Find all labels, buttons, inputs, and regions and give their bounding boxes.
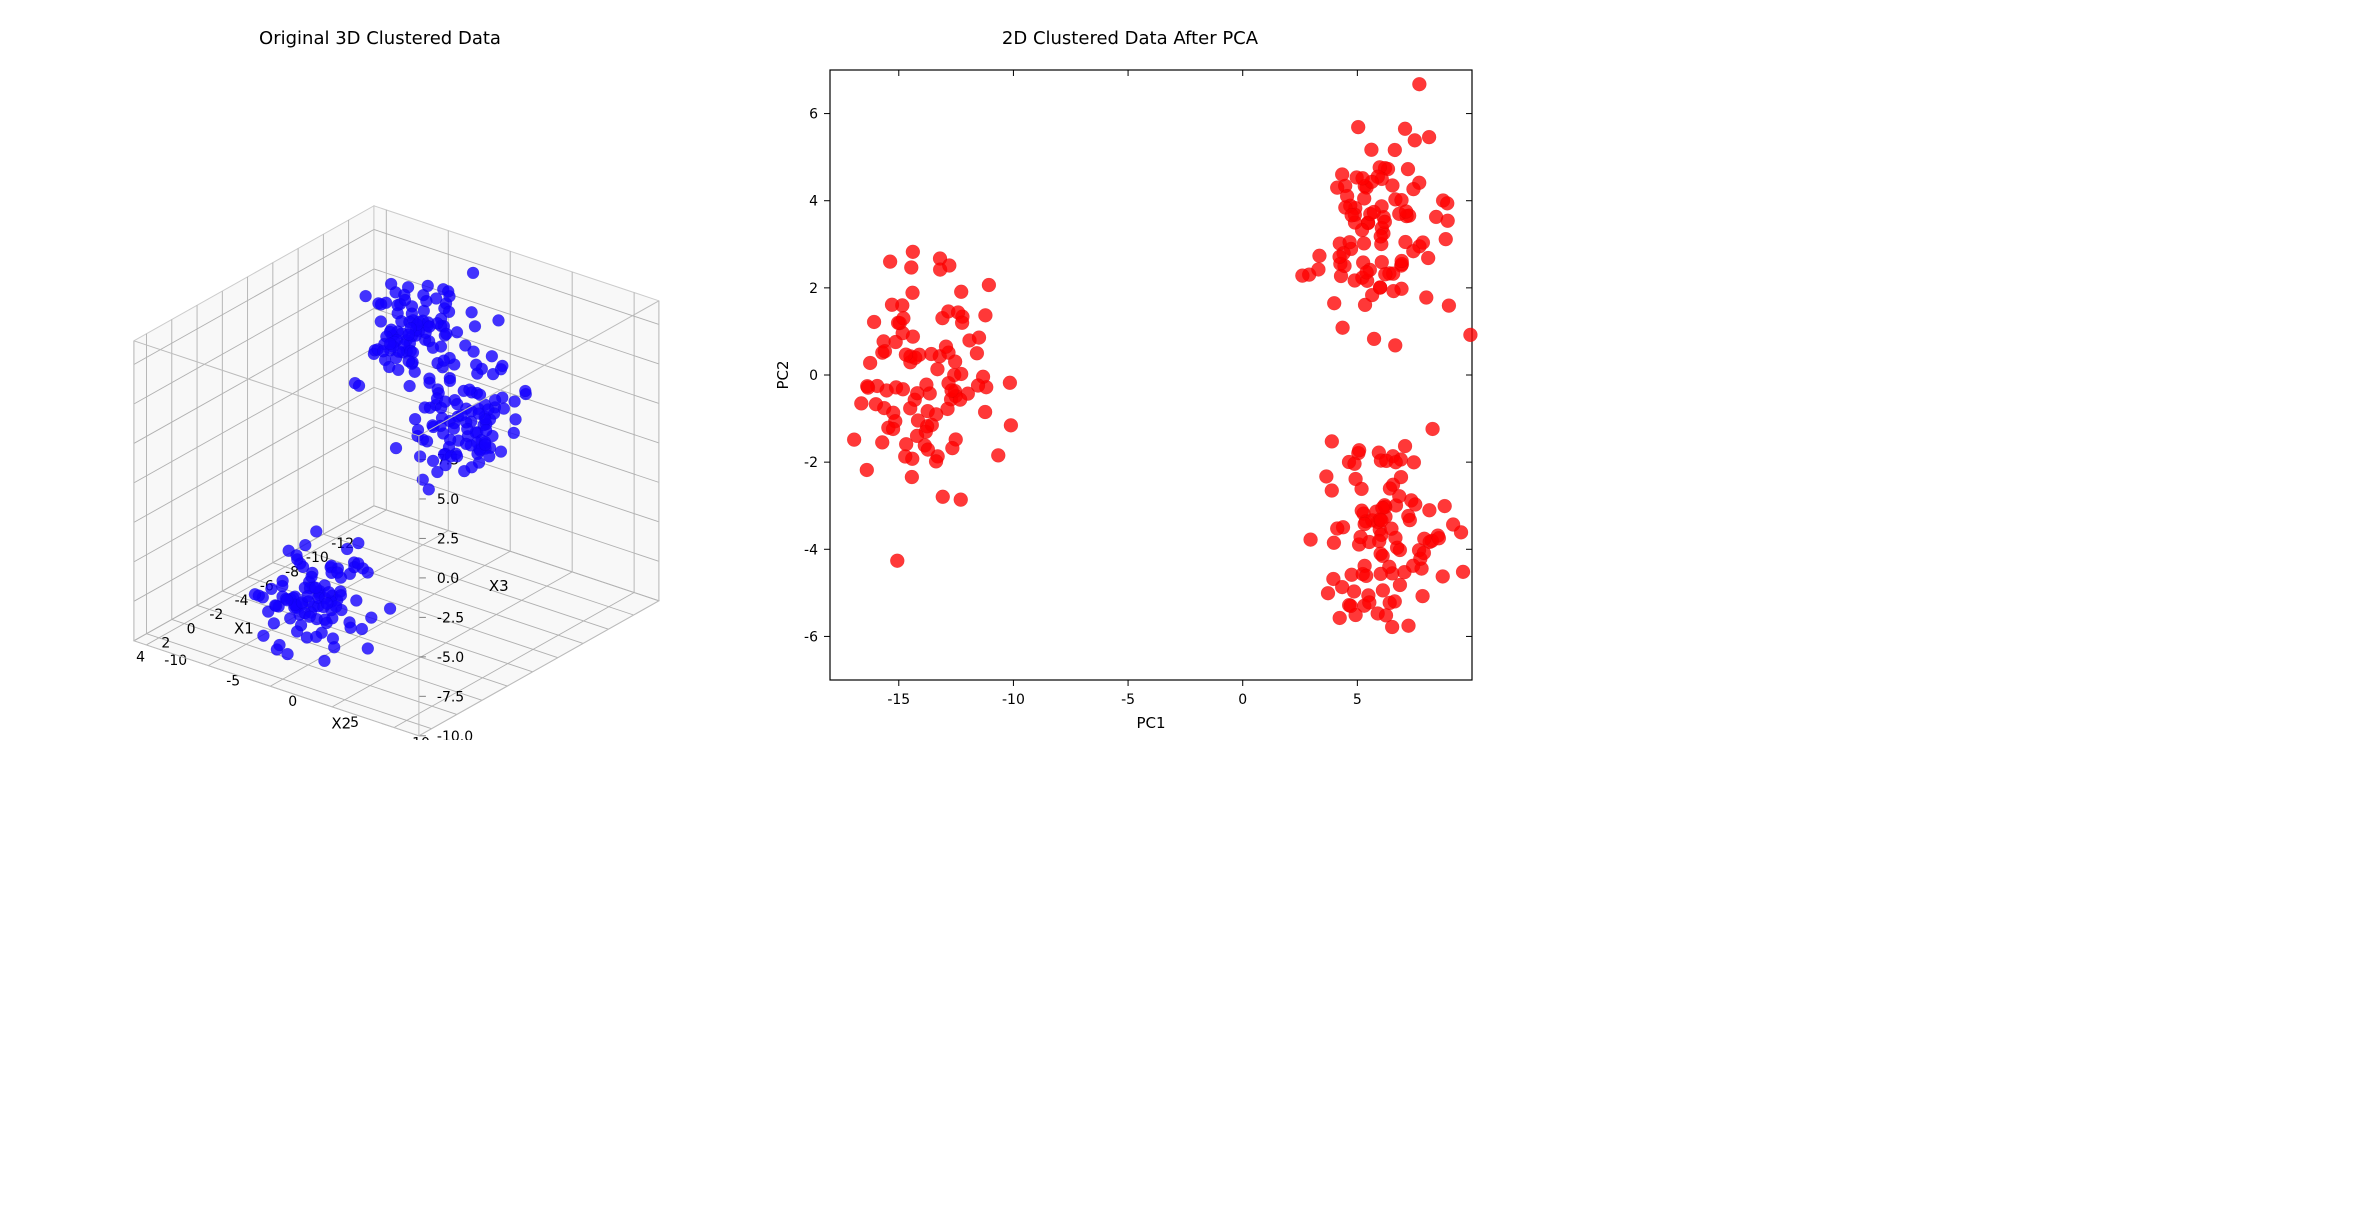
subplot-3d: Original 3D Clustered Data -12-10-8-6-4-… <box>40 60 720 740</box>
ytick-label: -2 <box>804 455 818 471</box>
ytick-label: 6 <box>809 107 818 123</box>
matplotlib-figure: Original 3D Clustered Data -12-10-8-6-4-… <box>0 0 1518 760</box>
z3d-tick: 0.0 <box>437 571 459 587</box>
x3d-tick: -2 <box>209 607 223 623</box>
ylabel: PC2 <box>774 360 792 389</box>
x3d-tick: 2 <box>161 635 170 651</box>
y3d-tick: -10 <box>164 653 187 669</box>
ylabel-3d: X2 <box>331 714 351 732</box>
subplot-3d-title: Original 3D Clustered Data <box>40 28 720 49</box>
x3d-tick: -4 <box>235 593 249 609</box>
z3d-tick: 2.5 <box>437 531 459 547</box>
x3d-tick: 4 <box>136 650 145 666</box>
xtick-label: -10 <box>1002 692 1025 708</box>
xtick-label: 0 <box>1238 692 1247 708</box>
z3d-tick: -10.0 <box>437 729 473 740</box>
xtick-label: 5 <box>1353 692 1362 708</box>
xlabel: PC1 <box>1136 714 1165 732</box>
z3d-tick: -2.5 <box>437 610 464 626</box>
ytick-label: 2 <box>809 281 818 297</box>
axes-3d: -12-10-8-6-4-2024-10-50510-10.0-7.5-5.0-… <box>40 60 720 740</box>
y3d-tick: 0 <box>288 694 297 710</box>
z3d-tick: -5.0 <box>437 650 464 666</box>
axes-2d: -15 -10 -5 0 5 -6 -4 -2 0 2 4 6 PC1 PC2 <box>770 60 1490 740</box>
zlabel-3d: X3 <box>489 577 509 595</box>
subplot-2d-title: 2D Clustered Data After PCA <box>770 28 1490 49</box>
ytick-label: -4 <box>804 542 818 558</box>
ytick-label: 0 <box>809 368 818 384</box>
x3d-tick: -10 <box>306 550 329 566</box>
x3d-tick: 0 <box>187 621 196 637</box>
z3d-tick: -7.5 <box>437 689 464 705</box>
xlabel-3d: X1 <box>234 619 254 637</box>
xtick-label: -15 <box>887 692 910 708</box>
xtick-label: -5 <box>1121 692 1135 708</box>
y3d-tick: 5 <box>350 715 359 731</box>
z3d-tick: 5.0 <box>437 492 459 508</box>
subplot-2d: 2D Clustered Data After PCA -15-10-505-6… <box>770 60 1490 740</box>
ytick-label: -6 <box>804 629 818 645</box>
ytick-label: 4 <box>809 194 818 210</box>
